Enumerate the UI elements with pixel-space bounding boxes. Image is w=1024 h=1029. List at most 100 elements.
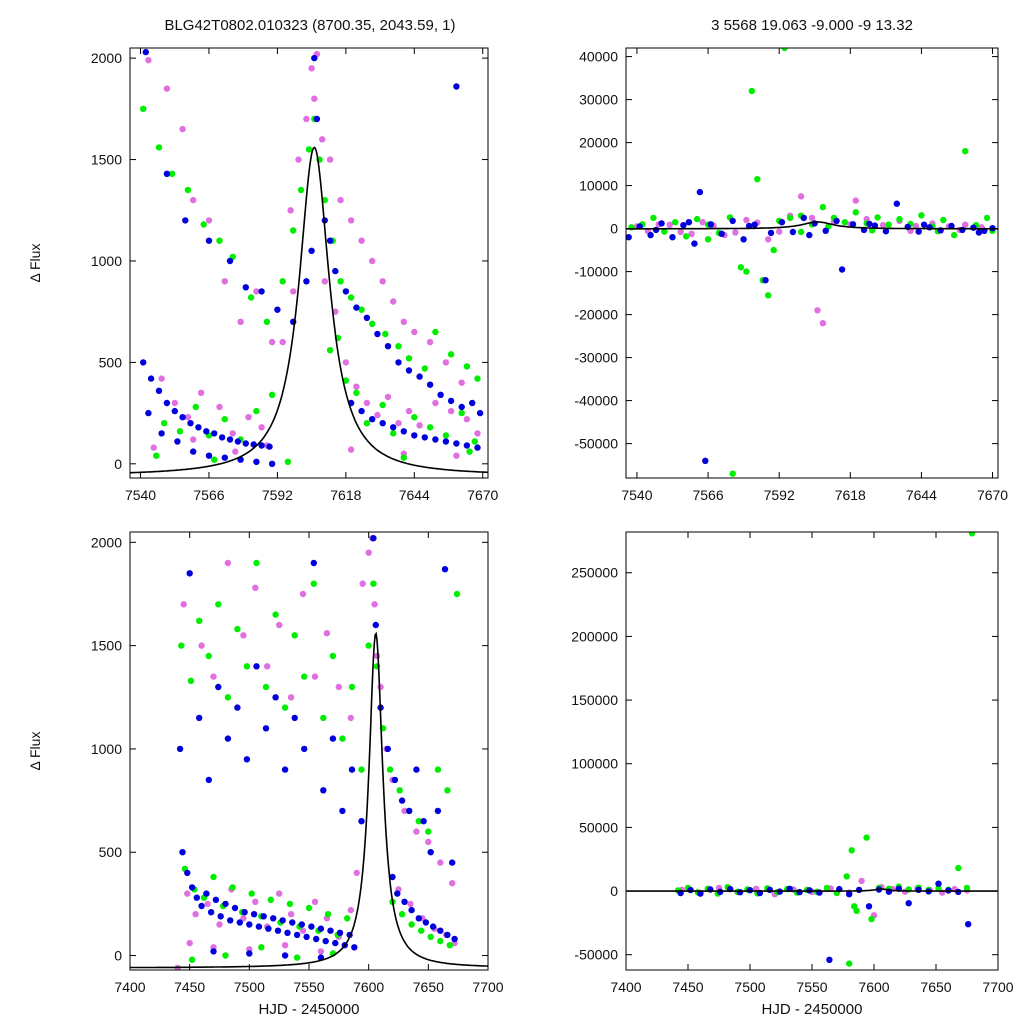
data-point [276, 621, 283, 629]
y-tick-label: -50000 [574, 436, 618, 452]
data-point [205, 776, 212, 784]
data-point [358, 766, 365, 773]
data-point [320, 714, 327, 722]
data-point [400, 454, 407, 461]
data-point [920, 221, 928, 228]
data-point [281, 952, 289, 959]
data-point [421, 365, 428, 372]
axes-frame [625, 47, 999, 479]
data-point [374, 411, 381, 419]
data-point [841, 219, 848, 226]
x-tick-label: 7650 [413, 979, 444, 995]
data-point [696, 188, 704, 196]
data-point [281, 766, 289, 773]
data-point [327, 927, 334, 934]
data-point [408, 906, 415, 914]
data-point [291, 714, 298, 722]
x-tick-label: 7700 [982, 979, 1013, 995]
data-point [190, 436, 197, 443]
axes-frame [129, 47, 489, 479]
data-point [447, 351, 455, 358]
data-point [313, 935, 320, 943]
y-tick-label: 40000 [579, 49, 618, 65]
data-point [796, 888, 803, 896]
y-axis-label: Δ Flux [27, 244, 43, 283]
data-point [449, 859, 456, 866]
data-point [463, 363, 471, 370]
data-point [395, 359, 402, 366]
data-point [303, 115, 310, 123]
data-point [180, 601, 187, 608]
data-point [190, 196, 197, 204]
data-point [849, 221, 857, 228]
data-point [426, 424, 434, 431]
data-point [935, 880, 942, 887]
data-point [905, 900, 912, 907]
data-point [195, 424, 202, 431]
y-tick-label: 250000 [571, 565, 618, 581]
data-point [320, 787, 327, 794]
data-point [289, 919, 296, 926]
series-green [628, 48, 996, 477]
data-point [426, 381, 434, 388]
data-point [680, 222, 687, 229]
data-point [800, 214, 807, 222]
data-point [770, 246, 777, 254]
data-point [434, 807, 442, 815]
x-tick-label: 7592 [262, 487, 293, 503]
data-point [951, 231, 958, 239]
data-point [474, 444, 481, 451]
data-point [458, 409, 465, 417]
data-point [458, 403, 465, 411]
data-point [224, 559, 232, 567]
data-point [329, 652, 337, 660]
x-tick-label: 7644 [906, 487, 937, 503]
data-point [965, 921, 972, 928]
y-tick-label: -10000 [574, 264, 618, 280]
data-point [432, 328, 439, 336]
data-point [765, 236, 772, 243]
x-tick-label: 7670 [977, 487, 1008, 503]
data-point [332, 939, 339, 947]
series-green [178, 559, 461, 963]
data-point [786, 214, 794, 222]
data-point [222, 900, 229, 908]
data-point [970, 224, 977, 231]
data-point [363, 314, 371, 321]
data-point [246, 921, 253, 928]
data-point [176, 428, 184, 435]
data-point [270, 915, 277, 922]
data-point [429, 923, 437, 930]
data-point [258, 424, 265, 431]
data-point [874, 214, 881, 221]
data-point [317, 948, 325, 955]
y-tick-label: 0 [610, 883, 618, 899]
data-point [879, 222, 887, 229]
data-point [262, 683, 270, 691]
data-point [210, 873, 217, 881]
data-point [198, 642, 205, 649]
data-point [396, 787, 403, 794]
data-point [308, 923, 315, 930]
chart-panel-bottom-right: 7400 7450 7500 7550 7600 7650 7700 -50000 0 50000… [571, 531, 1014, 1018]
data-point [221, 416, 228, 423]
data-point [896, 215, 903, 223]
data-point [145, 409, 152, 417]
data-point [258, 442, 265, 449]
data-point [240, 632, 247, 639]
data-point [453, 452, 460, 459]
data-point [693, 215, 701, 223]
data-point [444, 787, 451, 794]
data-point [210, 673, 217, 680]
data-point [416, 422, 423, 429]
series-magenta [678, 877, 971, 919]
data-point [358, 306, 365, 313]
data-point [182, 217, 189, 224]
data-point [250, 911, 258, 918]
data-point [781, 48, 788, 52]
data-point [196, 617, 203, 624]
data-point [192, 403, 199, 411]
data-point [415, 818, 422, 825]
